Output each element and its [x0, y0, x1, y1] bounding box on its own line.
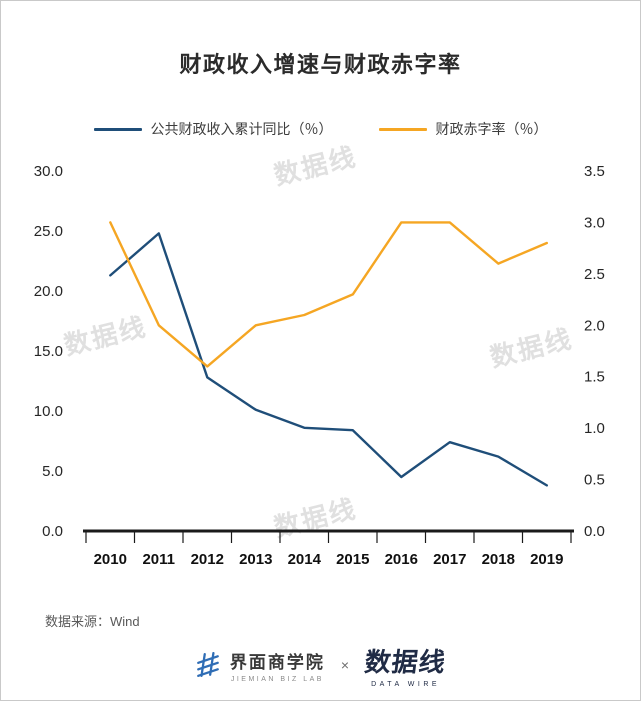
right-axis-tick-label: 3.5 [584, 163, 605, 180]
right-axis-tick-label: 0.5 [584, 472, 605, 489]
left-axis-tick-label: 30.0 [34, 163, 63, 180]
right-axis-tick-label: 2.5 [584, 266, 605, 283]
jiemian-logo: 界面商学院 JIEMIAN BIZ LAB [195, 648, 325, 683]
chart-plot-area: 0.0 5.0 10.0 15.0 20.0 25.0 30.0 0.0 0.5 1.0 1.5 2.… [34, 163, 605, 568]
right-axis-tick-label: 0.0 [584, 523, 605, 540]
data-source-note: 数据来源：Wind [45, 614, 140, 629]
left-axis-tick-label: 0.0 [42, 523, 63, 540]
legend-item-revenue: 公共财政收入累计同比（％） [93, 119, 333, 139]
jiemian-logo-icon [197, 652, 219, 677]
chart-title: 财政收入增速与财政赤字率 [179, 52, 462, 77]
right-axis-tick-label: 1.0 [584, 420, 605, 437]
x-axis-category-label: 2015 [336, 551, 369, 568]
right-axis-tick-label: 1.5 [584, 369, 605, 386]
legend-item-deficit: 财政赤字率（％） [378, 119, 548, 139]
line-chart: 数据线 数据线 数据线 数据线 0.0 5.0 10.0 15.0 20.0 25.0 30… [1, 141, 640, 606]
x-axis-category-label: 2011 [142, 551, 175, 568]
series-line-0 [109, 232, 548, 487]
x-axis-category-label: 2014 [288, 551, 322, 568]
x-axis-category-label: 2019 [530, 551, 563, 568]
datawire-logo-subtext: DATA WIRE [371, 681, 441, 688]
legend: 公共财政收入累计同比（％） 财政赤字率（％） [1, 119, 640, 139]
datawire-logo-text: 数据线 [363, 647, 448, 677]
jiemian-logo-subtext: JIEMIAN BIZ LAB [230, 675, 324, 683]
deficit-line-swatch [378, 127, 427, 131]
legend-label-deficit: 财政赤字率（％） [435, 121, 548, 137]
right-axis-tick-label: 3.0 [584, 214, 605, 231]
footer-logos: 界面商学院 JIEMIAN BIZ LAB × 数据线 DATA WIRE [1, 642, 640, 688]
datawire-logo: 数据线 DATA WIRE [363, 642, 448, 688]
x-axis-category-label: 2018 [482, 551, 515, 568]
series-line-1 [109, 221, 548, 368]
revenue-line-swatch [93, 127, 142, 131]
legend-label-revenue: 公共财政收入累计同比（％） [150, 121, 333, 137]
left-axis-tick-label: 15.0 [34, 343, 63, 360]
x-axis-category-label: 2012 [191, 551, 224, 568]
left-axis-tick-label: 20.0 [34, 283, 63, 300]
right-axis-tick-label: 2.0 [584, 317, 605, 334]
left-axis-tick-label: 5.0 [42, 463, 63, 480]
x-axis-category-label: 2013 [239, 551, 272, 568]
x-axis-category-label: 2010 [94, 551, 127, 568]
logo-separator: × [340, 657, 350, 673]
jiemian-logo-text: 界面商学院 [229, 652, 325, 672]
left-axis-tick-label: 10.0 [34, 403, 63, 420]
left-axis-tick-label: 25.0 [34, 223, 63, 240]
x-axis-category-label: 2017 [433, 551, 466, 568]
x-axis-category-label: 2016 [385, 551, 418, 568]
